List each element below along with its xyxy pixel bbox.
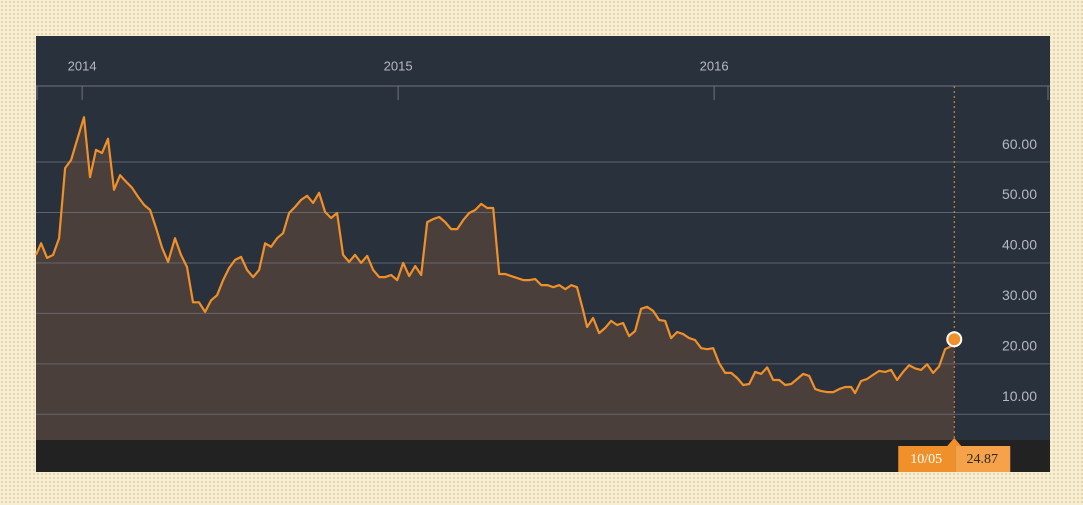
- tooltip-value-box: [955, 446, 1011, 472]
- area: [36, 117, 955, 440]
- x-tick-label: 2015: [384, 58, 413, 73]
- cursor-point: [946, 331, 963, 348]
- x-tick-label: 2014: [68, 58, 97, 73]
- y-tick-label: 50.00: [1002, 186, 1037, 202]
- price-line: [34, 116, 956, 395]
- plot-area: 2014 2015 2016 10.00 20.00 30.00 40.00 50.00 60.…: [34, 58, 1050, 472]
- bottom-bar: [36, 440, 1050, 472]
- y-tick-label: 20.00: [1002, 338, 1037, 354]
- tooltip-pointer: [947, 438, 962, 446]
- x-tick-label: 2016: [700, 58, 729, 73]
- tooltip-value: 24.87: [967, 452, 999, 467]
- tooltip-date: 10/05: [910, 452, 942, 467]
- y-tick-label: 40.00: [1002, 237, 1037, 253]
- y-tick-label: 10.00: [1002, 388, 1037, 404]
- tooltip-date-box: [898, 446, 956, 472]
- y-tick-label: 60.00: [1002, 136, 1037, 152]
- y-tick-label: 30.00: [1002, 287, 1037, 303]
